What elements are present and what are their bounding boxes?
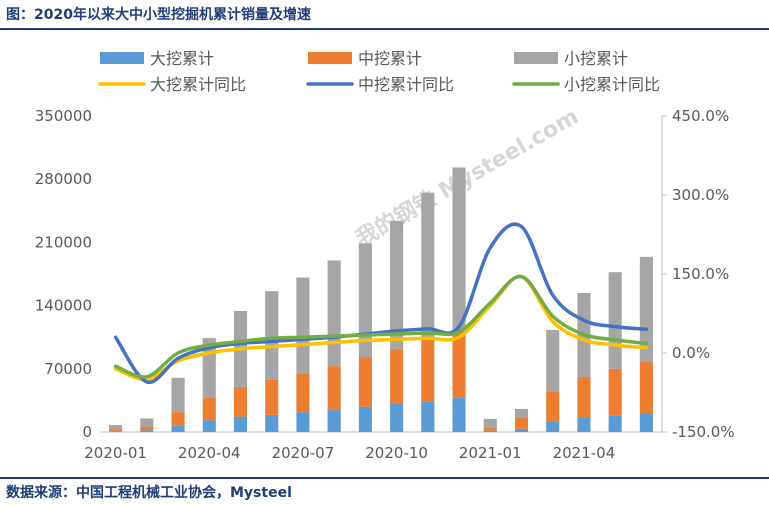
left-tick-label: 70000 (44, 360, 92, 378)
bar-medium (452, 330, 466, 398)
x-tick-label: 2021-01 (459, 444, 522, 462)
left-tick-label: 350000 (35, 107, 92, 125)
bar-large (296, 412, 310, 432)
bar-large (390, 404, 404, 432)
right-tick-label: 0.0% (672, 344, 710, 362)
legend-label: 大挖累计同比 (150, 75, 246, 94)
large-yoy-line (113, 274, 649, 382)
axes: 0 70000 140000 210000 280000 350000 -150.0% 0.0… (35, 107, 735, 462)
bar-medium (233, 386, 248, 417)
bar-small (639, 256, 653, 362)
bar-large (483, 430, 497, 432)
bar-small (452, 167, 466, 331)
bar-medium (546, 391, 560, 422)
bar-large (265, 414, 279, 432)
bar-small (483, 418, 497, 428)
bar-large (358, 406, 372, 432)
bar-medium (327, 366, 341, 410)
lines (113, 222, 649, 384)
right-tick-label: 300.0% (672, 186, 729, 204)
bar-large (577, 417, 591, 432)
bar-medium (421, 339, 435, 402)
bar-medium (265, 379, 279, 415)
bar-small (421, 192, 435, 340)
right-tick-label: 450.0% (672, 107, 729, 125)
bar-large (109, 431, 123, 432)
bar-large (233, 416, 248, 432)
right-tick-label: -150.0% (672, 423, 735, 441)
bar-medium (296, 373, 310, 413)
left-tick-label: 280000 (35, 170, 92, 188)
bar-small (514, 408, 529, 419)
footer-rule (0, 477, 769, 479)
x-tick-label: 2020-07 (272, 444, 335, 462)
bar-medium (639, 361, 653, 414)
legend-label: 中挖累计同比 (358, 75, 454, 94)
bar-large (546, 421, 560, 432)
legend-label: 中挖累计 (358, 49, 422, 68)
source-note: 数据来源：中国工程机械工业协会，Mysteel (6, 485, 292, 501)
legend-label: 小挖累计同比 (564, 75, 660, 94)
bar-small (109, 425, 123, 430)
legend-swatch (308, 52, 352, 64)
left-tick-label: 140000 (35, 297, 92, 315)
legend-swatch (100, 52, 144, 64)
bar-medium (202, 397, 216, 421)
left-tick-label: 210000 (35, 233, 92, 251)
legend-swatch (514, 52, 558, 64)
x-tick-label: 2020-04 (178, 444, 241, 462)
bar-medium (140, 426, 154, 431)
bar-medium (577, 376, 591, 418)
legend-label: 小挖累计 (564, 49, 628, 68)
small-yoy-line (113, 274, 649, 379)
bar-large (327, 409, 341, 432)
medium-yoy-line (113, 222, 649, 384)
bar-small (265, 291, 279, 380)
bar-medium (514, 418, 529, 429)
bar-large (639, 413, 653, 432)
bar-small (608, 272, 622, 369)
bar-small (390, 220, 404, 349)
bar-medium (171, 412, 185, 426)
bar-medium (109, 429, 123, 432)
bar-small (296, 277, 310, 374)
bar-large (452, 397, 466, 432)
bar-large (514, 428, 529, 432)
bar-medium (483, 427, 497, 431)
chart-title: 图：2020年以来大中小型挖掘机累计销量及增速 (6, 7, 311, 23)
bar-small (358, 243, 372, 358)
bar-medium (358, 357, 372, 407)
bars (109, 167, 653, 432)
bar-small (327, 260, 341, 367)
bar-small (171, 377, 185, 413)
bar-medium (608, 368, 622, 416)
x-tick-label: 2020-01 (84, 444, 147, 462)
header-rule (0, 28, 769, 30)
bar-large (608, 415, 622, 432)
bar-large (202, 420, 216, 432)
bar-small (546, 329, 560, 392)
right-tick-label: 150.0% (672, 265, 729, 283)
bar-large (140, 430, 154, 432)
x-tick-label: 2021-04 (553, 444, 616, 462)
left-tick-label: 0 (82, 423, 92, 441)
x-tick-label: 2020-10 (365, 444, 428, 462)
bar-large (421, 401, 435, 432)
bar-medium (390, 348, 404, 405)
bar-large (171, 425, 185, 432)
legend-label: 大挖累计 (150, 49, 214, 68)
bar-small (140, 418, 154, 427)
